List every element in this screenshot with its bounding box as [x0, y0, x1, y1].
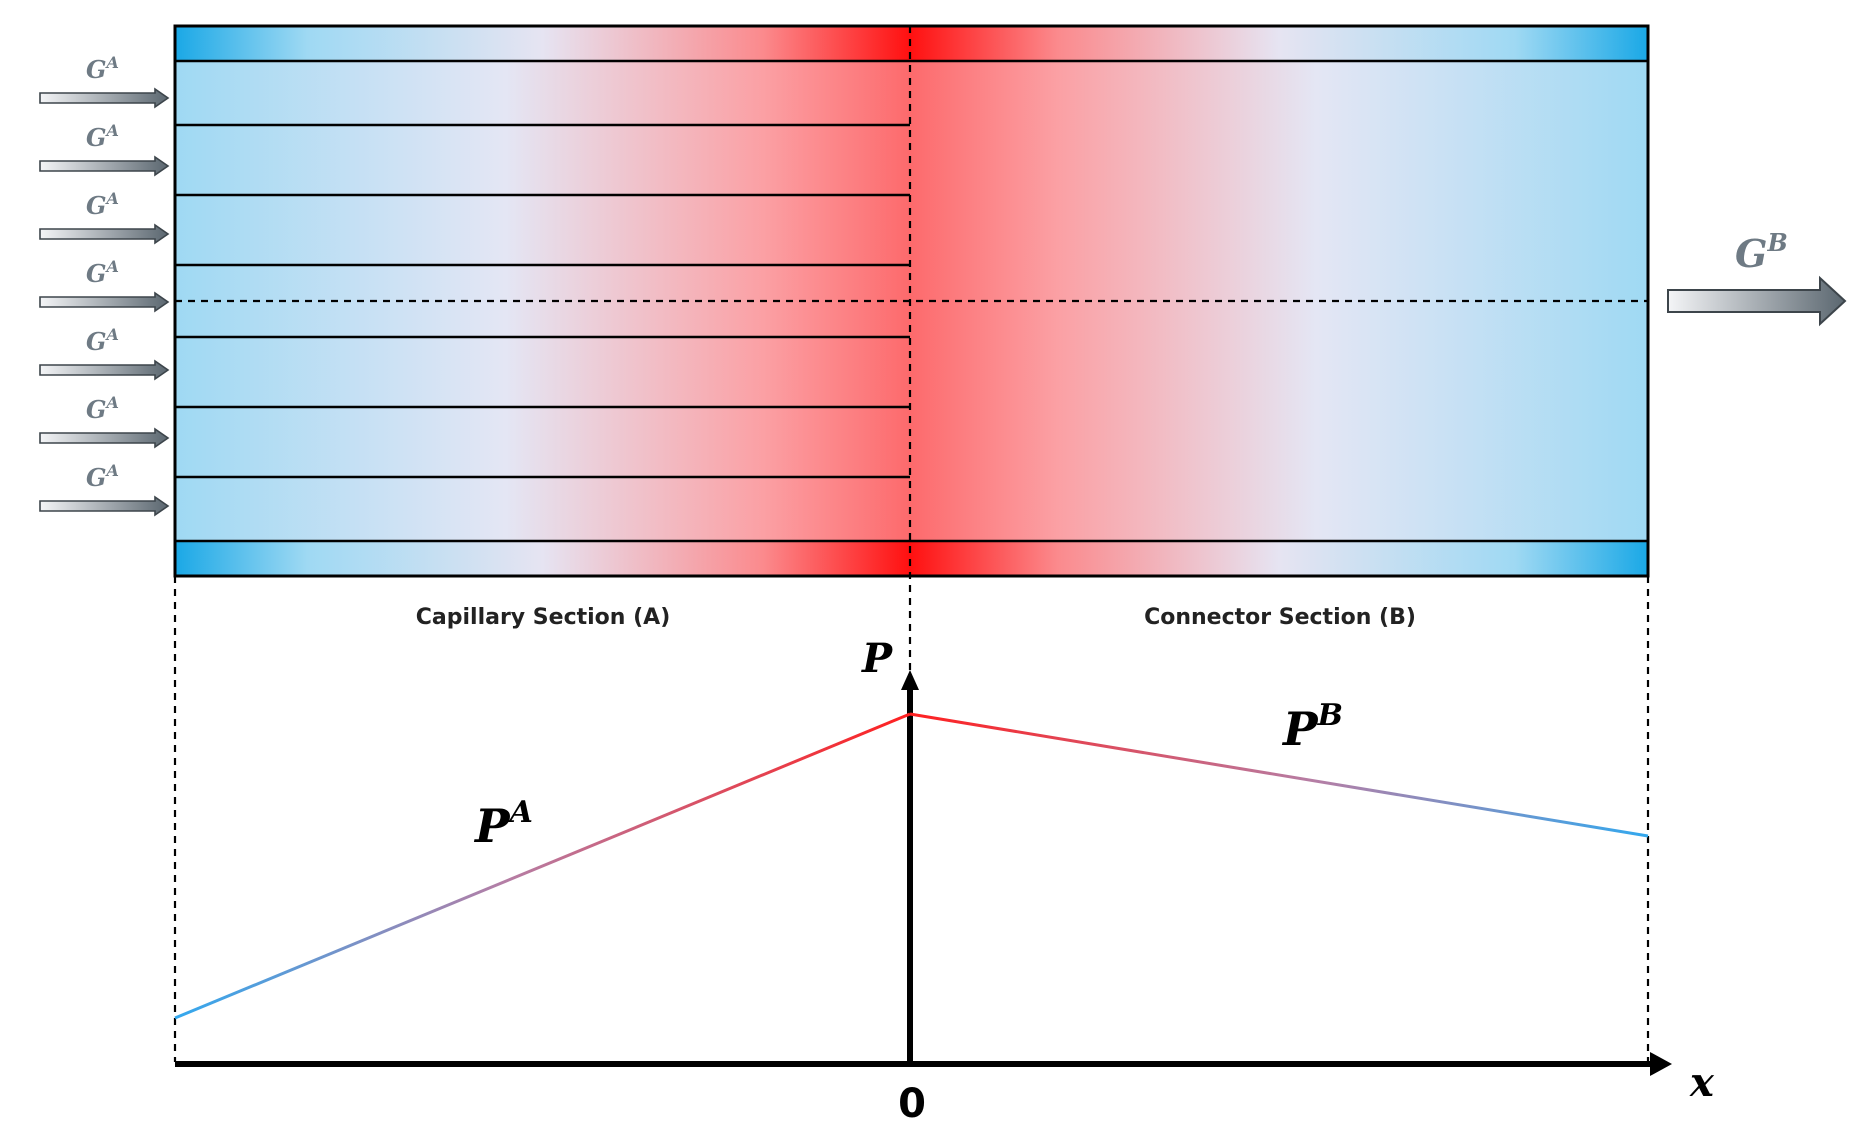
- pressure-label-a: PA: [473, 795, 533, 853]
- y-axis-label: P: [861, 635, 894, 682]
- inlet-flow-label: GA: [86, 461, 119, 492]
- pressure-curve-b: [909, 712, 1649, 838]
- inlet-flow-label: GA: [86, 121, 119, 152]
- outlet-arrow: [1667, 275, 1847, 327]
- origin-label: 0: [898, 1081, 926, 1127]
- inlet-flow-label: GA: [86, 53, 119, 84]
- inlet-arrow: [39, 155, 170, 177]
- inlet-arrow: [39, 291, 170, 313]
- inlet-flow-label: GA: [86, 393, 119, 424]
- top-wall-a: [175, 26, 910, 61]
- top-wall-b: [910, 26, 1648, 61]
- pressure-label-b: PB: [1281, 698, 1343, 756]
- inlet-arrow: [39, 87, 170, 109]
- y-axis-arrowhead: [901, 670, 919, 690]
- x-axis-arrowhead: [1650, 1052, 1672, 1076]
- outlet-flow-label: GB: [1735, 228, 1788, 276]
- inlet-flow-label: GA: [86, 257, 119, 288]
- inlet-arrow: [39, 223, 170, 245]
- x-axis-label: x: [1689, 1059, 1715, 1106]
- inlet-arrow: [39, 359, 170, 381]
- pressure-curve-a: [174, 712, 911, 1020]
- dashed-guides: [173, 26, 1650, 1062]
- inlet-flow-label: GA: [86, 189, 119, 220]
- capillary-section-label: Capillary Section (A): [416, 605, 671, 630]
- connector-section-label: Connector Section (B): [1144, 605, 1416, 630]
- bottom-wall-a: [175, 541, 910, 576]
- capillary-dividers: [175, 123, 910, 479]
- inlet-arrow: [39, 495, 170, 517]
- inlet-arrow: [39, 427, 170, 449]
- inlet-arrows: GA GA GA GA GA GA GA: [39, 53, 170, 517]
- bottom-wall-b: [910, 541, 1648, 576]
- inlet-flow-label: GA: [86, 325, 119, 356]
